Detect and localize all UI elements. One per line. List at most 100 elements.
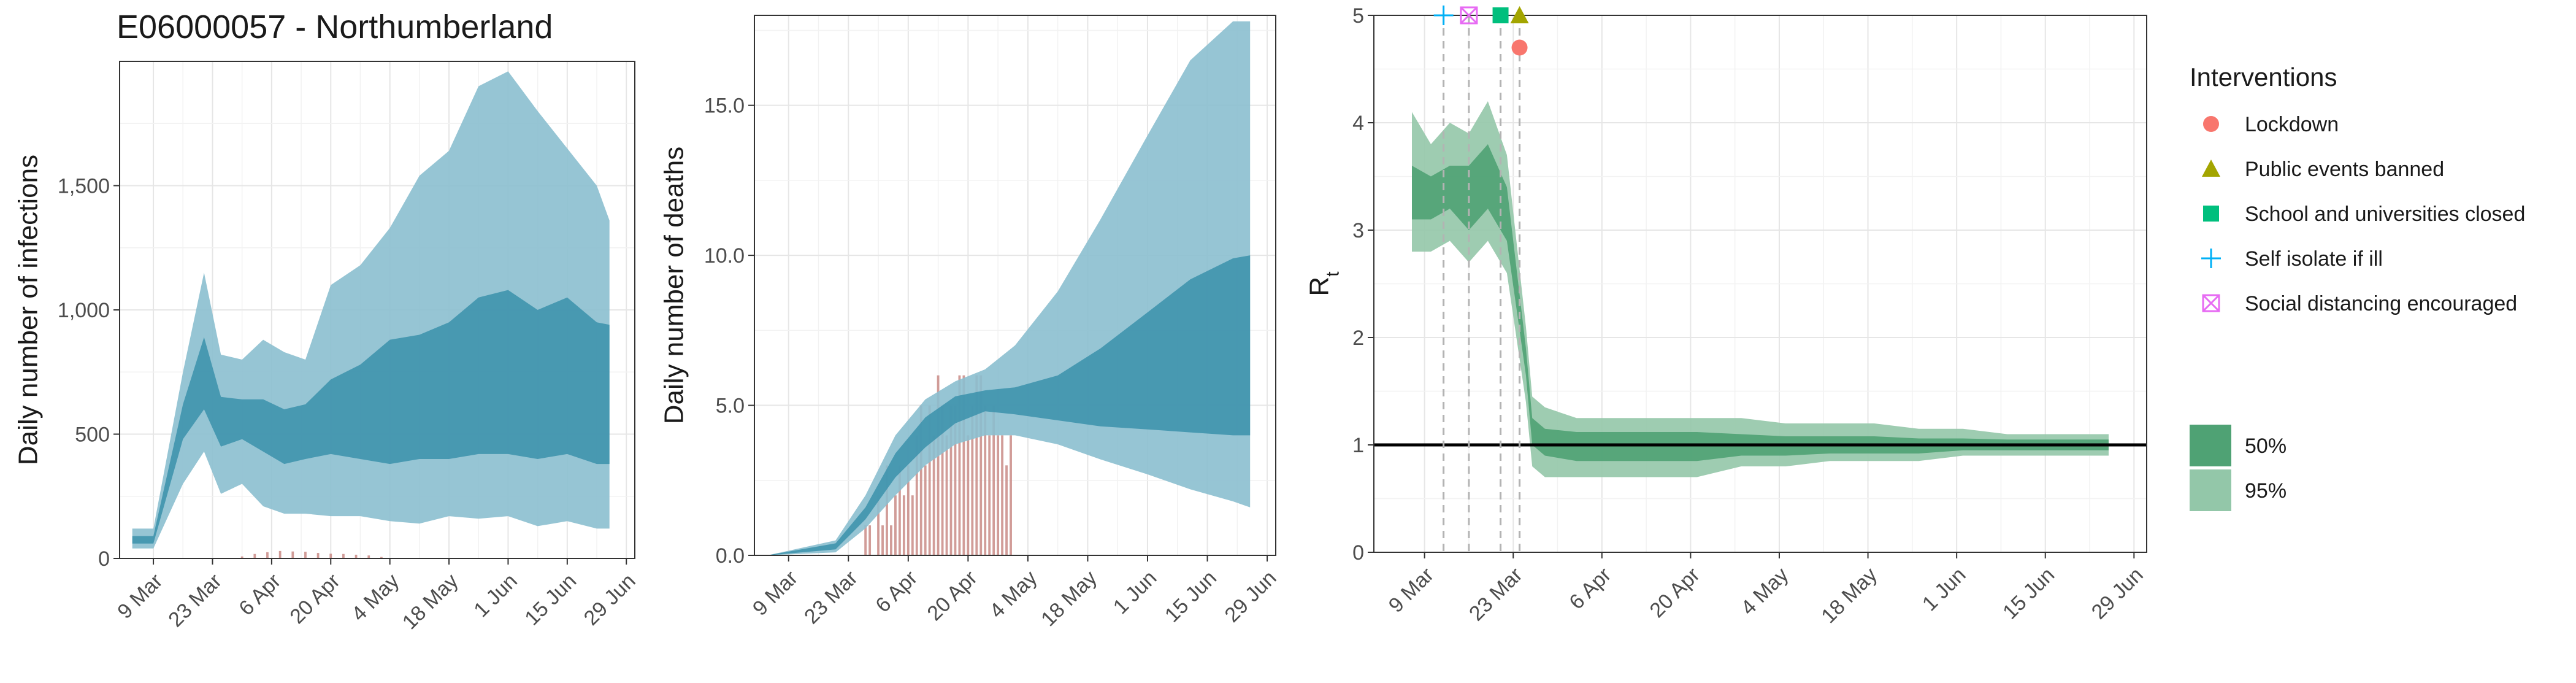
observed-death-bar [868,525,872,555]
x-tick-label: 29 Jun [1220,566,1281,627]
observed-death-bar [902,495,905,555]
y-axis-title-main: R [1304,277,1334,296]
legend-band-label: 95% [2245,479,2287,503]
intervention-marker-plus [1433,6,1454,25]
y-tick-label: 0 [98,547,110,571]
x-tick-label: 18 May [398,569,463,635]
x-tick-label: 9 Mar [748,566,802,620]
band-ci95 [1412,101,2109,477]
y-axis-title-subscript: t [1322,271,1343,277]
intervention-marker-boxcross [1460,6,1478,25]
panel-border [1373,15,2147,553]
x-tick-label: 18 May [1037,566,1102,631]
x-tick-label: 23 Mar [800,566,862,629]
x-tick-label: 9 Mar [1384,563,1438,617]
x-tick-label: 18 May [1817,563,1882,628]
legend-key-boxcross [2202,294,2220,312]
y-tick-label: 5 [1352,4,1364,28]
x-tick-label: 1 Jun [469,569,522,622]
data-layer [767,21,1251,555]
x-tick-label: 15 Jun [520,569,581,630]
legend-item-label: School and universities closed [2245,203,2525,226]
observed-death-bar [992,405,995,555]
observed-death-bar [911,495,914,555]
legend-title: Interventions [2190,63,2337,91]
observed-death-bar [967,435,970,555]
observed-case-bar [342,554,345,558]
y-axis-title: Daily number of infections [13,155,43,465]
legend: Interventions Lockdown Public events banne… [2190,63,2525,511]
intervention-marker-square [1492,7,1509,23]
data-layer [132,71,610,558]
y-tick-label: 500 [75,423,110,447]
legend-key-circle [2203,116,2219,132]
x-tick-label: 15 Jun [1160,566,1221,627]
band-ci50 [132,290,610,544]
observed-death-bar [890,525,892,555]
panel-border [754,15,1276,556]
legend-band-label: 50% [2245,434,2287,458]
x-tick-label: 1 Jun [1109,566,1162,619]
legend-item-label: Social distancing encouraged [2245,292,2517,315]
observed-death-bar [881,525,884,555]
y-tick-label: 3 [1352,219,1364,242]
x-tick-label: 6 Apr [234,569,285,620]
observed-death-bar [898,465,901,555]
observed-death-bar [975,375,978,555]
x-tick-label: 20 Apr [922,566,981,625]
intervention-marker-circle [1511,39,1528,56]
x-tick-label: 4 May [1736,563,1793,620]
observed-case-bar [304,552,307,558]
observed-death-bar [928,405,931,555]
legend-key-plus [2201,249,2221,268]
observed-death-bar [915,435,918,555]
observed-death-bar [932,435,935,555]
y-tick-label: 0.0 [716,544,745,568]
observed-death-bar [886,465,888,555]
y-axis-title: Rt [1304,271,1343,296]
observed-case-bar [266,552,269,558]
x-tick-label: 29 Jun [580,569,640,630]
observed-death-bar [979,375,983,555]
observed-case-bar [367,555,370,558]
observed-case-bar [240,556,243,558]
legend-band-key [2190,469,2231,511]
x-tick-label: 4 May [985,566,1041,623]
y-tick-label: 4 [1352,112,1364,135]
x-tick-label: 6 Apr [871,566,922,617]
observed-death-bar [958,375,961,555]
observed-death-bar [937,375,940,555]
observed-death-bar [894,495,897,555]
data-layer [1374,15,2147,552]
x-tick-label: 23 Mar [1465,563,1527,626]
x-tick-label: 20 Apr [1645,563,1704,622]
y-tick-label: 1,500 [58,175,110,198]
observed-case-bar [253,554,256,558]
legend-item-label: Public events banned [2245,158,2444,181]
observed-case-bar [329,554,332,558]
observed-death-bar [945,435,948,555]
observed-death-bar [877,495,880,555]
x-tick-label: 15 Jun [1998,563,2059,624]
legend-band-key [2190,425,2231,466]
observed-death-bar [941,405,944,555]
observed-death-bar [954,405,957,555]
x-tick-label: 20 Apr [285,569,344,628]
observed-death-bar [1010,435,1012,555]
observed-case-bar [355,554,358,558]
chart-title: E06000057 - Northumberland [117,9,553,45]
x-tick-label: 4 May [347,569,404,626]
y-tick-label: 1,000 [58,299,110,322]
x-tick-label: 29 Jun [2087,563,2148,624]
observed-case-bar [291,551,294,558]
legend-item-label: Self isolate if ill [2245,247,2383,271]
observed-death-bar [984,405,987,555]
x-tick-label: 6 Apr [1565,563,1616,614]
observed-death-bar [949,405,953,555]
observed-case-bar [380,557,383,558]
observed-death-bar [907,465,910,555]
observed-death-bar [924,465,927,555]
y-tick-label: 0 [1352,541,1364,565]
